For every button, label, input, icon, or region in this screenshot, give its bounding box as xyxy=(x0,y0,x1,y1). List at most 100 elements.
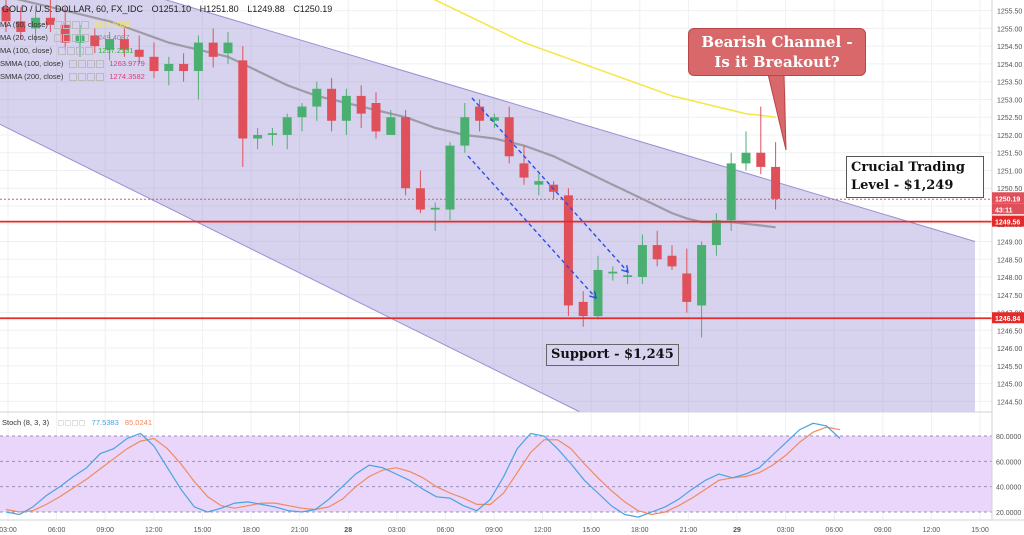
price-axis-background xyxy=(992,0,1024,535)
trend-arrow-upper xyxy=(471,97,629,273)
candle-body xyxy=(445,145,455,210)
candle xyxy=(238,46,248,167)
price-tick-label: 1255.50 xyxy=(997,9,1022,16)
candle-body xyxy=(90,35,100,47)
candle xyxy=(327,78,337,132)
candle-body xyxy=(238,60,248,139)
indicator-row: SMMA (200, close) 1274.3582 xyxy=(0,72,145,82)
time-tick-label: 09:00 xyxy=(874,527,892,534)
price-tick-label: 1247.50 xyxy=(997,293,1022,300)
symbol-label: GOLD / U.S. DOLLAR, 60, FX_IDC xyxy=(2,4,144,14)
candle-body xyxy=(386,117,396,135)
indicator-value: 1252.5063 xyxy=(93,20,130,29)
candle-body xyxy=(31,17,41,29)
candle xyxy=(697,241,707,338)
indicator-row: MA (100, close) 1257.2131 xyxy=(0,46,134,56)
candle-body xyxy=(282,117,292,135)
stoch-d-line xyxy=(5,426,841,516)
candle-body xyxy=(578,301,588,317)
candle xyxy=(460,103,470,153)
candle-body xyxy=(623,275,633,278)
stoch-k-line xyxy=(5,422,841,518)
channel-lower-line xyxy=(0,123,581,413)
price-tick-label: 1254.50 xyxy=(997,44,1022,51)
price-tick-label: 1245.50 xyxy=(997,364,1022,371)
stoch-d-value: 85.0241 xyxy=(124,418,152,427)
candle-body xyxy=(771,166,781,199)
candle-body xyxy=(223,42,233,54)
indicator-value: 1263.9779 xyxy=(109,59,145,68)
time-tick-label: 18:00 xyxy=(242,527,260,534)
candle xyxy=(682,248,692,313)
indicator-buttons[interactable] xyxy=(53,33,90,43)
stoch-buttons[interactable]: ▢▢▢▢ xyxy=(57,418,86,427)
stoch-tick-label: 40.0000 xyxy=(996,485,1021,492)
time-tick-label: 09:00 xyxy=(96,527,114,534)
stoch-title: Stoch (8, 3, 3) xyxy=(2,418,50,427)
candle-body xyxy=(327,88,337,121)
trend-arrow-upper-head xyxy=(621,264,629,274)
candle xyxy=(16,7,26,40)
candle-body xyxy=(697,245,707,306)
time-tick-label: 21:00 xyxy=(680,527,698,534)
candle xyxy=(208,28,218,68)
high-value: H1251.80 xyxy=(199,4,239,14)
candle-body xyxy=(16,21,26,32)
candle xyxy=(593,255,603,320)
time-tick-label: 06:00 xyxy=(48,527,66,534)
indicator-value: 1257.2131 xyxy=(98,46,134,55)
indicator-buttons[interactable] xyxy=(69,72,105,82)
candle xyxy=(534,174,544,196)
candle xyxy=(711,213,721,256)
candle xyxy=(45,0,55,32)
candle xyxy=(401,110,411,196)
time-tick-label: 15:00 xyxy=(194,527,212,534)
candle xyxy=(134,35,144,64)
indicator-buttons[interactable] xyxy=(58,46,94,56)
indicator-label: SMMA (100, close) xyxy=(0,59,64,68)
candle xyxy=(282,113,292,150)
price-tick-label: 1252.50 xyxy=(997,115,1022,122)
candle-body xyxy=(608,271,618,274)
current-price-tag-bg xyxy=(992,192,1024,204)
candle xyxy=(489,113,499,128)
indicator-label: MA (50, close) xyxy=(0,20,48,29)
candle-body xyxy=(208,42,218,57)
candle-body xyxy=(149,56,159,72)
candle xyxy=(119,28,129,57)
countdown-tag: 43:11 xyxy=(995,207,1013,214)
candle-body xyxy=(60,24,70,43)
price-tick-label: 1244.50 xyxy=(997,399,1022,406)
candle xyxy=(371,92,381,139)
candle xyxy=(445,142,455,221)
support-tag: 1246.84 xyxy=(995,316,1020,323)
candle-body xyxy=(45,17,55,25)
candle xyxy=(1,0,11,32)
candle xyxy=(31,10,41,43)
candle-body xyxy=(534,181,544,185)
indicator-row: MA (50, close) 1252.5063 xyxy=(0,20,130,30)
candle-body xyxy=(504,117,514,157)
time-tick-label: 12:00 xyxy=(534,527,552,534)
candle-body xyxy=(711,220,721,246)
support-text: Support - $1,245 xyxy=(551,347,674,362)
candle-body xyxy=(682,273,692,302)
low-value: L1249.88 xyxy=(247,4,285,14)
channel-upper-line xyxy=(164,0,976,242)
candle-body xyxy=(430,207,440,210)
candle xyxy=(667,245,677,270)
candle-body xyxy=(726,163,736,221)
price-tick-label: 1245.00 xyxy=(997,382,1022,389)
candle-body xyxy=(297,106,307,118)
candle-body xyxy=(75,35,85,43)
support-tag-bg xyxy=(992,312,1024,324)
candle-body xyxy=(119,39,129,50)
indicator-label: MA (20, close) xyxy=(0,33,48,42)
candle xyxy=(475,99,485,132)
indicator-buttons[interactable] xyxy=(69,59,105,69)
indicator-buttons[interactable] xyxy=(53,20,90,30)
candle xyxy=(504,106,514,164)
candle-body xyxy=(179,63,189,72)
stoch-band xyxy=(0,436,992,512)
